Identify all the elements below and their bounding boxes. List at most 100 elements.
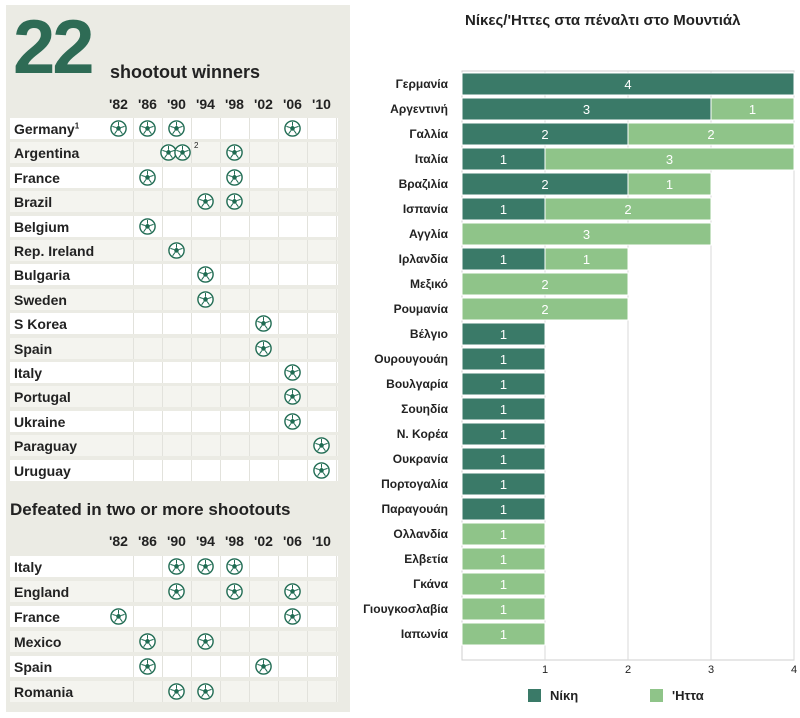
football-icon xyxy=(284,583,301,600)
grid-divider xyxy=(336,288,337,310)
grid-divider xyxy=(307,435,308,457)
grid-divider xyxy=(162,386,163,408)
grid-divider xyxy=(162,581,163,602)
winner-year-label: '10 xyxy=(312,96,331,112)
winner-country-label: Spain xyxy=(14,340,53,357)
grid-divider xyxy=(307,656,308,677)
grid-divider xyxy=(307,288,308,310)
win-bar xyxy=(461,422,546,446)
grid-divider xyxy=(191,191,192,213)
chart-title: Νίκες/'Ηττες στα πέναλτι στο Μουντιάλ xyxy=(465,12,741,29)
grid-divider xyxy=(249,656,250,677)
grid-divider xyxy=(336,240,337,261)
win-bar xyxy=(461,322,546,346)
grid-divider xyxy=(133,313,134,335)
bar-value-label: 1 xyxy=(500,152,507,167)
grid-divider xyxy=(336,656,337,677)
grid-divider xyxy=(336,191,337,213)
category-label: Γκάνα xyxy=(413,577,449,591)
grid-divider xyxy=(133,435,134,457)
football-icon xyxy=(168,120,185,137)
grid-divider xyxy=(307,581,308,602)
defeated-year-label: '86 xyxy=(138,533,157,549)
grid-divider xyxy=(133,118,134,139)
winner-row xyxy=(10,264,338,286)
grid-divider xyxy=(307,191,308,213)
football-icon xyxy=(110,120,127,137)
grid-divider xyxy=(133,656,134,677)
grid-divider xyxy=(307,118,308,139)
loss-bar xyxy=(544,247,629,271)
football-icon xyxy=(284,364,301,381)
defeated-country-label: Italy xyxy=(14,559,43,575)
loss-bar xyxy=(710,97,795,121)
grid-divider xyxy=(249,166,250,188)
grid-divider xyxy=(278,264,279,286)
bar-value-label: 4 xyxy=(624,77,631,92)
grid-divider xyxy=(336,313,337,335)
winner-row xyxy=(10,191,338,213)
win-bar xyxy=(461,497,546,521)
category-label: Παραγουάη xyxy=(381,502,448,516)
grid-divider xyxy=(191,240,192,261)
winner-year-label: '86 xyxy=(138,96,157,112)
footnote-marker: 1 xyxy=(74,121,80,131)
grid-divider xyxy=(162,313,163,335)
bar-value-label: 1 xyxy=(500,377,507,392)
grid-divider xyxy=(249,191,250,213)
bar-value-label: 2 xyxy=(541,302,548,317)
defeated-year-label: '94 xyxy=(196,533,215,549)
grid-divider xyxy=(336,215,337,237)
grid-divider xyxy=(220,313,221,335)
grid-divider xyxy=(191,166,192,188)
grid-divider xyxy=(162,264,163,286)
grid-divider xyxy=(249,681,250,702)
football-icon xyxy=(174,144,191,162)
grid-divider xyxy=(162,681,163,702)
grid-divider xyxy=(191,435,192,457)
grid-divider xyxy=(278,410,279,432)
loss-bar xyxy=(461,522,546,546)
grid-divider xyxy=(191,313,192,335)
category-label: Ισπανία xyxy=(403,202,449,216)
winner-country-label: S Korea xyxy=(14,316,67,333)
winner-country-label: Bulgaria xyxy=(14,267,71,284)
grid-divider xyxy=(278,435,279,457)
bar-value-label: 1 xyxy=(500,577,507,592)
football-icon xyxy=(168,558,185,575)
winner-country-label: Brazil xyxy=(14,194,53,211)
winner-year-label: '98 xyxy=(225,96,244,112)
grid-divider xyxy=(307,215,308,237)
defeated-year-label: '10 xyxy=(312,533,331,549)
winner-row xyxy=(10,288,338,310)
grid-divider xyxy=(191,656,192,677)
win-bar xyxy=(461,472,546,496)
grid-divider xyxy=(249,313,250,335)
grid-divider xyxy=(133,459,134,481)
winner-country-label: Sweden xyxy=(14,291,67,308)
football-icon xyxy=(110,608,127,625)
loss-bar xyxy=(461,222,712,246)
grid-divider xyxy=(336,166,337,188)
bar-value-label: 1 xyxy=(500,352,507,367)
category-label: Ουκρανία xyxy=(393,452,449,466)
bar-value-label: 1 xyxy=(500,252,507,267)
category-label: Σουηδία xyxy=(401,402,448,416)
grid-divider xyxy=(249,386,250,408)
grid-divider xyxy=(336,264,337,286)
grid-divider xyxy=(307,631,308,652)
winner-row xyxy=(10,337,338,359)
win-bar xyxy=(461,72,795,96)
grid-divider xyxy=(220,656,221,677)
winner-country-label: Rep. Ireland xyxy=(14,243,95,259)
grid-divider xyxy=(278,240,279,261)
bar-value-label: 1 xyxy=(500,402,507,417)
grid-divider xyxy=(249,240,250,261)
grid-divider xyxy=(307,362,308,383)
grid-divider xyxy=(162,337,163,359)
grid-divider xyxy=(249,264,250,286)
grid-divider xyxy=(220,606,221,627)
defeated-year-label: '98 xyxy=(225,533,244,549)
category-label: Γαλλία xyxy=(409,127,448,141)
football-icon xyxy=(197,633,214,650)
